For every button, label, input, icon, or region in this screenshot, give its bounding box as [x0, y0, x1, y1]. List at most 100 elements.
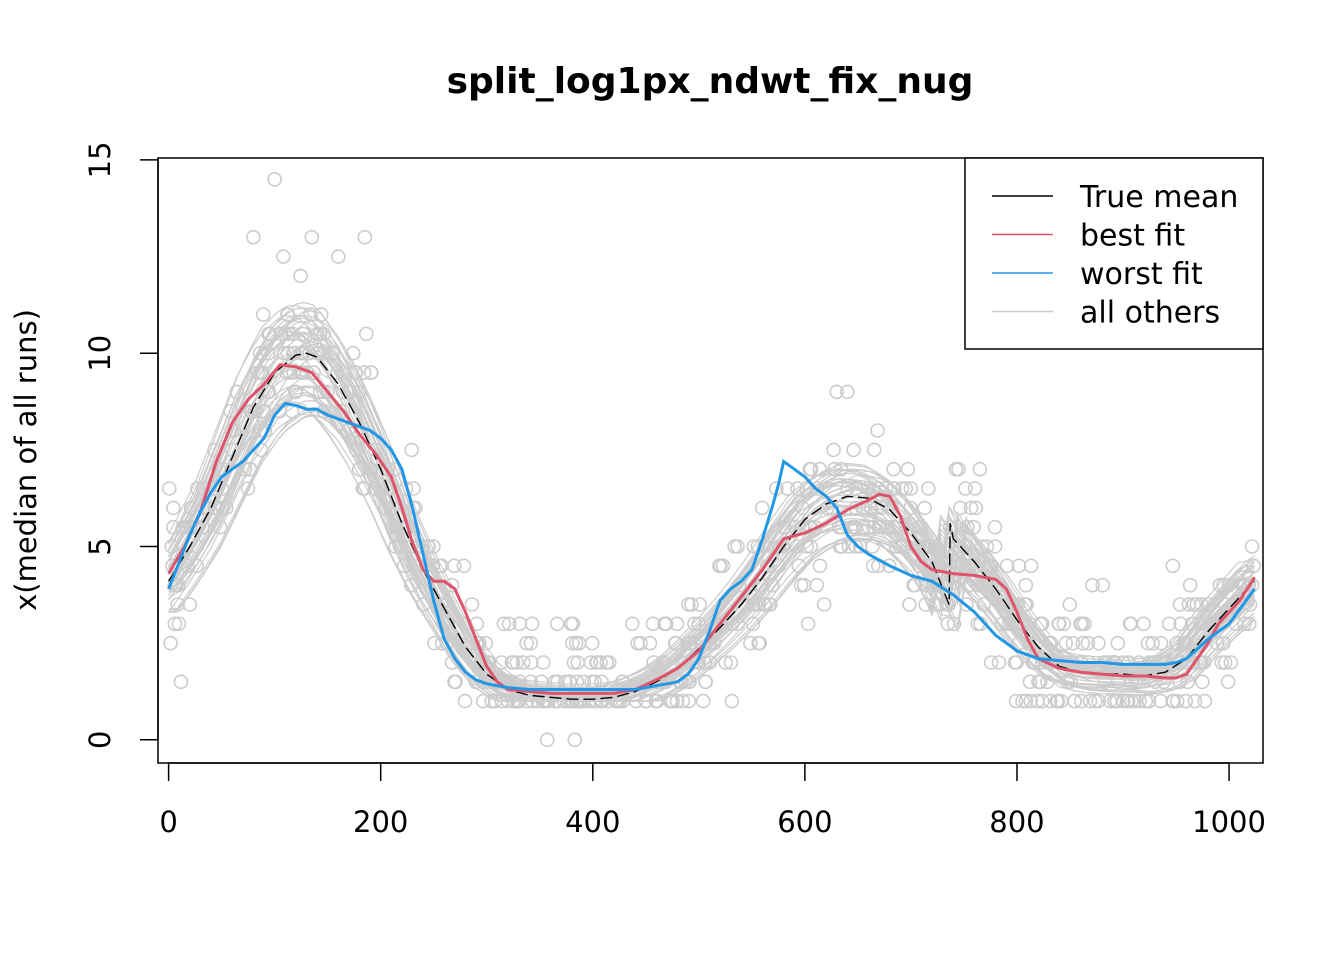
x-tick-label: 1000 — [1192, 805, 1266, 839]
other-run-point — [886, 481, 902, 496]
other-run-point — [1056, 616, 1072, 632]
other-run-point — [182, 597, 198, 612]
other-run-point — [706, 635, 722, 651]
other-run-point — [948, 461, 964, 477]
other-run-point — [275, 249, 291, 264]
y-tick-label: 5 — [83, 537, 117, 555]
x-tick-label: 600 — [777, 805, 832, 839]
other-run-point — [565, 616, 581, 632]
other-run-point — [645, 616, 661, 632]
other-run-point — [848, 519, 864, 535]
other-run-point — [262, 326, 278, 342]
other-run-point — [345, 345, 361, 361]
other-run-point — [650, 693, 665, 709]
other-run-point — [1035, 616, 1050, 632]
other-run-point — [669, 616, 685, 632]
other-run-point — [303, 307, 318, 322]
other-run-point — [583, 655, 599, 670]
other-run-point — [790, 481, 805, 496]
other-run-point — [589, 655, 605, 670]
other-run-point — [712, 558, 727, 574]
other-run-point — [162, 481, 177, 496]
other-run-point — [756, 539, 772, 554]
other-run-point — [1018, 693, 1034, 709]
other-run-point — [457, 693, 473, 709]
other-run-point — [745, 616, 761, 632]
other-run-point — [902, 597, 917, 612]
other-run-point — [914, 519, 929, 535]
legend-label-all-others: all others — [1080, 296, 1220, 331]
other-run-point — [538, 693, 554, 709]
other-run-point — [1080, 635, 1096, 651]
other-run-point — [1062, 597, 1077, 612]
other-run-point — [496, 616, 512, 632]
other-run-point — [1023, 558, 1039, 574]
other-run-point — [1014, 616, 1029, 632]
other-run-line — [168, 394, 1255, 695]
other-run-point — [523, 655, 539, 670]
other-run-point — [946, 616, 962, 632]
other-run-point — [1140, 635, 1156, 651]
other-run-point — [780, 481, 795, 496]
other-run-point — [809, 577, 825, 593]
other-run-point — [568, 635, 584, 651]
other-run-point — [963, 500, 979, 516]
y-axis-label: x(median of all runs) — [9, 309, 43, 611]
other-run-point — [1018, 577, 1034, 593]
other-run-point — [1073, 616, 1088, 632]
other-run-point — [280, 345, 296, 361]
other-run-point — [848, 539, 864, 554]
other-run-point — [638, 693, 654, 709]
other-run-point — [812, 461, 828, 477]
other-run-point — [839, 384, 855, 400]
other-run-point — [539, 732, 555, 748]
other-run-point — [1166, 693, 1181, 709]
other-run-point — [246, 229, 261, 245]
other-run-point — [624, 616, 640, 632]
other-run-point — [1123, 616, 1139, 632]
other-run-point — [743, 635, 758, 651]
other-run-point — [929, 558, 945, 574]
axes: 0 200 400 600 800 1000 0 5 10 15 — [83, 141, 1266, 839]
other-run-point — [1067, 693, 1083, 709]
other-run-point — [991, 655, 1007, 670]
other-run-point — [1196, 655, 1212, 670]
other-run-point — [812, 558, 828, 574]
other-run-point — [715, 558, 731, 574]
other-run-point — [464, 597, 480, 612]
other-run-point — [695, 693, 711, 709]
other-run-point — [524, 616, 540, 632]
other-run-point — [1189, 597, 1204, 612]
other-run-point — [800, 616, 816, 632]
other-run-point — [928, 597, 944, 612]
other-run-point — [865, 558, 881, 574]
other-run-point — [1075, 635, 1091, 651]
other-run-point — [1073, 693, 1089, 709]
other-run-point — [724, 693, 740, 709]
other-run-point — [523, 635, 539, 651]
other-run-point — [646, 655, 661, 670]
other-run-point — [1116, 693, 1131, 709]
other-run-point — [967, 481, 983, 496]
other-run-point — [956, 539, 971, 554]
other-run-point — [167, 616, 183, 632]
other-run-point — [958, 481, 973, 496]
x-tick-label: 800 — [989, 805, 1044, 839]
other-run-point — [713, 616, 729, 632]
other-run-point — [1011, 558, 1027, 574]
x-tick-label: 200 — [353, 805, 408, 839]
other-run-point — [456, 558, 472, 574]
other-run-point — [242, 461, 258, 477]
other-run-point — [358, 326, 374, 342]
other-run-point — [287, 384, 303, 400]
x-tick-label: 0 — [159, 805, 177, 839]
other-run-point — [601, 655, 617, 670]
other-run-point — [730, 539, 745, 554]
other-run-point — [1052, 616, 1067, 632]
other-run-point — [898, 481, 914, 496]
other-run-point — [1009, 655, 1024, 670]
other-run-point — [810, 481, 825, 496]
other-run-point — [866, 519, 881, 535]
true-mean-line — [168, 352, 1256, 700]
other-run-point — [267, 172, 283, 187]
